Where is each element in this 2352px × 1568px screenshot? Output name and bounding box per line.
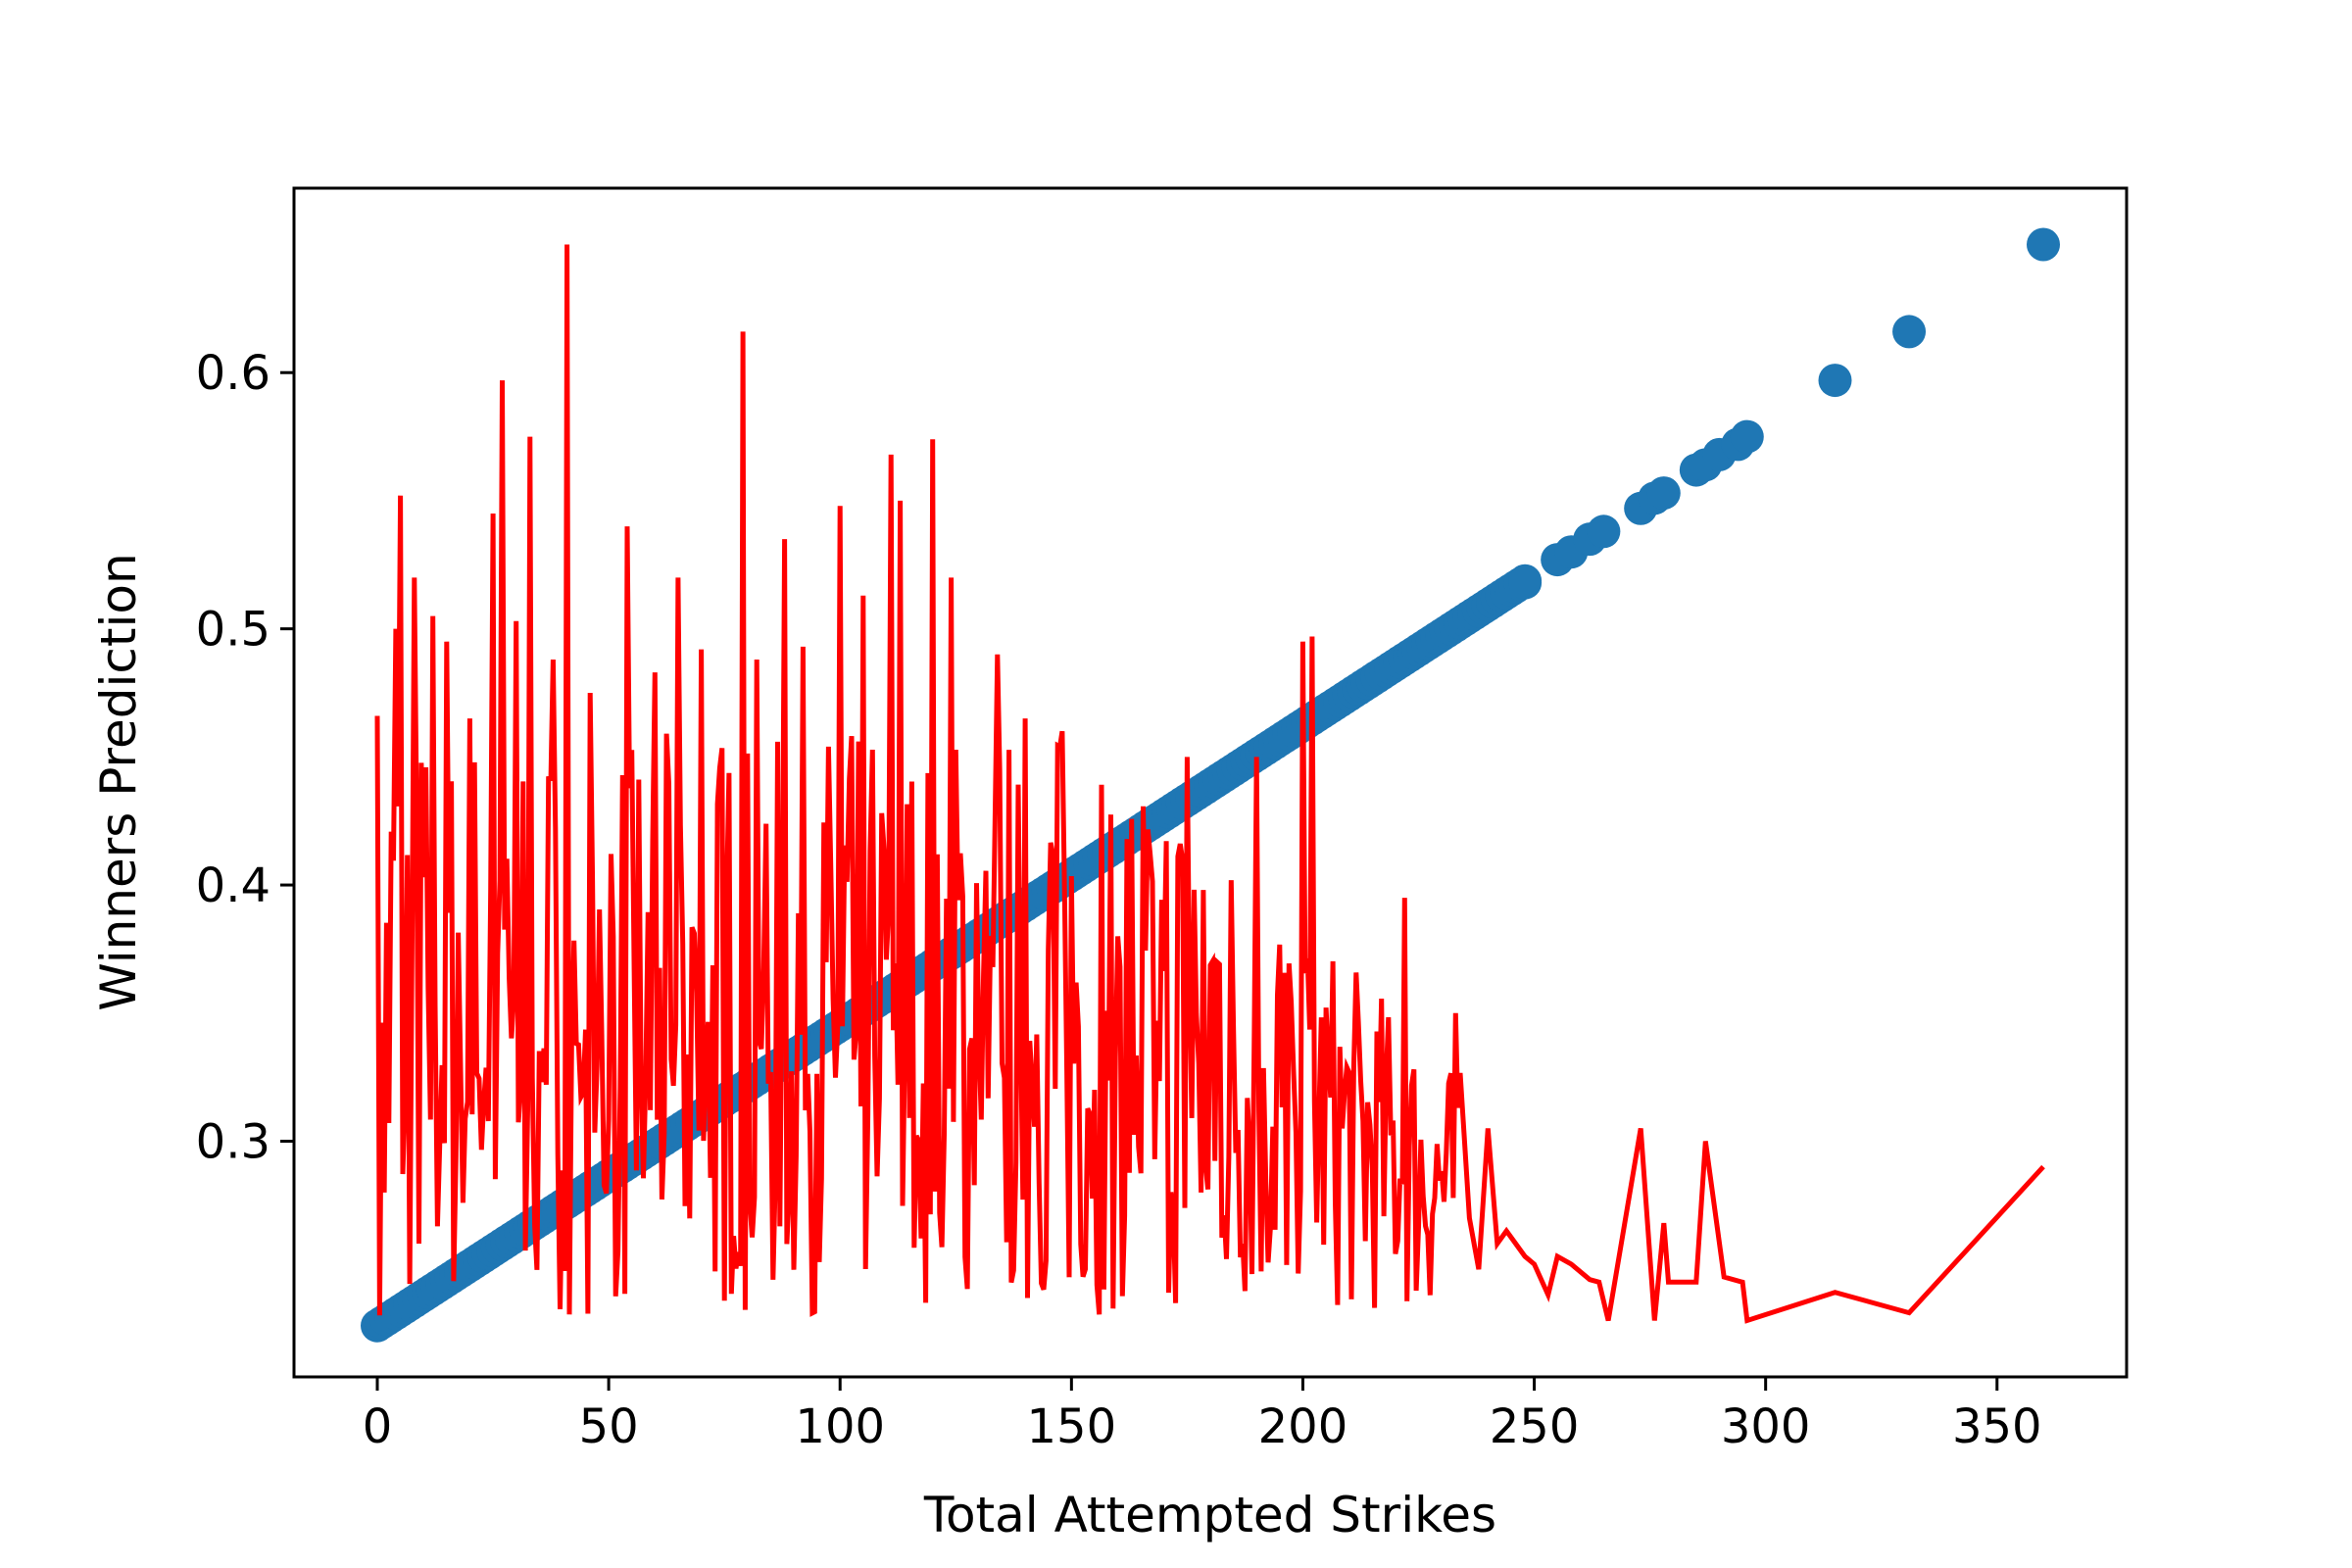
x-tick-label: 200 xyxy=(1258,1399,1348,1454)
x-tick-label: 150 xyxy=(1027,1399,1117,1454)
x-tick-label: 100 xyxy=(795,1399,885,1454)
axes-frame xyxy=(292,186,2129,1379)
y-tick-label: 0.5 xyxy=(196,603,270,658)
scatter-point xyxy=(1818,364,1852,398)
y-tick-label: 0.6 xyxy=(196,346,270,401)
y-axis-ticks: 0.3 0.4 0.5 0.6 xyxy=(196,346,294,1169)
scatter-point xyxy=(1508,565,1543,600)
x-tick-label: 350 xyxy=(1952,1399,2042,1454)
scatter-point xyxy=(2027,227,2060,262)
y-axis-label: Winners Prediction xyxy=(90,553,147,1010)
scatter-point xyxy=(1730,419,1764,454)
line-path xyxy=(374,244,2045,1324)
scatter-point xyxy=(1646,476,1681,511)
x-tick-label: 0 xyxy=(363,1399,393,1454)
scatter-point xyxy=(1892,315,1927,349)
x-tick-label: 300 xyxy=(1721,1399,1811,1454)
line-series xyxy=(374,244,2045,1324)
scatter-point xyxy=(1587,514,1621,549)
x-axis-label: Total Attempted Strikes xyxy=(923,1487,1496,1544)
x-axis-ticks: 0 50 100 150 200 250 300 350 xyxy=(363,1377,2042,1454)
x-tick-label: 50 xyxy=(579,1399,639,1454)
y-tick-label: 0.3 xyxy=(196,1114,270,1169)
y-tick-label: 0.4 xyxy=(196,858,270,913)
x-tick-label: 250 xyxy=(1490,1399,1580,1454)
